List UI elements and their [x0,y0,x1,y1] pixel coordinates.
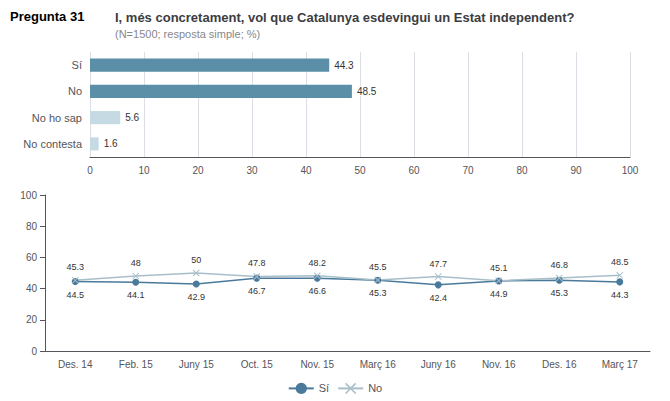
svg-text:47.7: 47.7 [429,259,447,269]
svg-text:44.9: 44.9 [490,289,508,299]
svg-text:Juny 16: Juny 16 [421,359,456,370]
svg-text:Març 16: Març 16 [360,359,397,370]
svg-text:42.4: 42.4 [429,293,447,303]
svg-text:90: 90 [570,165,582,176]
svg-text:80: 80 [26,221,38,232]
svg-text:48.5: 48.5 [611,257,629,267]
svg-text:45.5: 45.5 [369,262,387,272]
svg-text:50: 50 [354,165,366,176]
svg-text:Des. 16: Des. 16 [542,359,577,370]
svg-text:Oct. 15: Oct. 15 [241,359,274,370]
svg-text:Sí: Sí [72,59,82,71]
svg-text:100: 100 [20,190,37,201]
svg-text:I, més concretament, vol que C: I, més concretament, vol que Catalunya e… [115,10,574,25]
svg-text:50: 50 [191,255,201,265]
svg-text:No: No [68,85,82,97]
svg-text:Feb. 15: Feb. 15 [119,359,153,370]
svg-text:42.9: 42.9 [187,292,205,302]
svg-text:30: 30 [246,165,258,176]
svg-text:44.3: 44.3 [611,290,629,300]
svg-text:20: 20 [192,165,204,176]
svg-text:40: 40 [26,283,38,294]
svg-text:10: 10 [138,165,150,176]
svg-text:1.6: 1.6 [104,138,118,149]
svg-text:20: 20 [26,314,38,325]
svg-text:45.3: 45.3 [550,288,568,298]
svg-text:46.7: 46.7 [248,286,266,296]
svg-text:48.2: 48.2 [308,258,326,268]
svg-text:Pregunta 31: Pregunta 31 [10,9,84,24]
svg-text:44.3: 44.3 [334,60,354,71]
svg-text:46.6: 46.6 [308,286,326,296]
svg-text:45.1: 45.1 [490,263,508,273]
svg-text:45.3: 45.3 [369,288,387,298]
svg-text:44.5: 44.5 [66,290,84,300]
svg-text:Març 17: Març 17 [602,359,639,370]
svg-text:60: 60 [26,252,38,263]
svg-text:No ho sap: No ho sap [32,112,82,124]
svg-text:60: 60 [408,165,420,176]
svg-text:0: 0 [87,165,93,176]
svg-text:(N=1500; resposta simple; %): (N=1500; resposta simple; %) [115,28,260,40]
svg-text:100: 100 [622,165,639,176]
svg-text:40: 40 [300,165,312,176]
svg-text:45.3: 45.3 [66,262,84,272]
svg-text:48.5: 48.5 [357,86,377,97]
svg-text:Juny 15: Juny 15 [179,359,214,370]
svg-text:Sí: Sí [319,382,329,394]
svg-text:0: 0 [31,346,37,357]
svg-text:46.8: 46.8 [550,260,568,270]
svg-text:Nov. 15: Nov. 15 [300,359,334,370]
svg-text:5.6: 5.6 [125,112,139,123]
svg-text:48: 48 [131,258,141,268]
svg-text:80: 80 [516,165,528,176]
svg-text:No contesta: No contesta [23,138,83,150]
svg-text:44.1: 44.1 [127,290,145,300]
svg-text:Nov. 16: Nov. 16 [482,359,516,370]
svg-text:47.8: 47.8 [248,258,266,268]
svg-text:No: No [368,382,382,394]
svg-text:Des. 14: Des. 14 [58,359,93,370]
svg-text:70: 70 [462,165,474,176]
